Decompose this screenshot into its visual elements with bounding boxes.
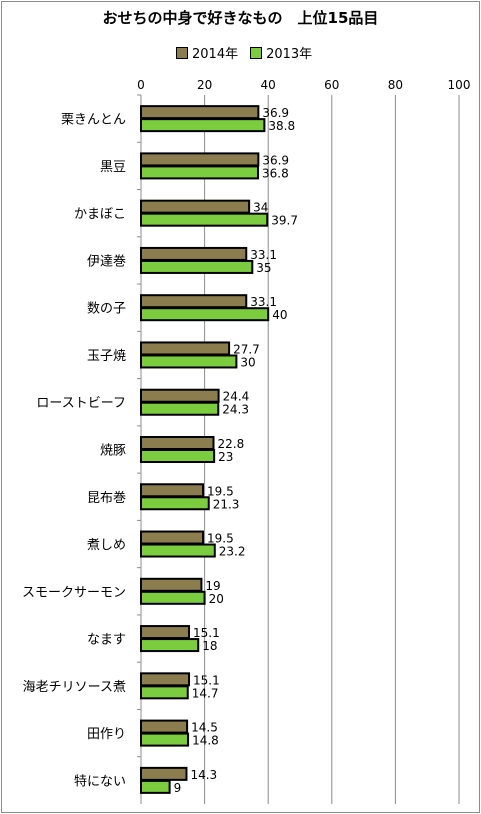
data-label-2013-3: 35	[256, 261, 271, 275]
data-label-2013-2: 39.7	[271, 214, 298, 228]
category-label-13: 田作り	[87, 727, 126, 742]
category-label-2: かまぼこ	[74, 207, 126, 222]
x-tick-label-0: 0	[137, 78, 145, 92]
chart-title: おせちの中身で好きなもの 上位15品目	[102, 9, 379, 27]
legend-swatch-2013	[250, 46, 263, 59]
bar-2014-11	[140, 625, 191, 640]
data-label-2014-10: 19	[205, 579, 220, 593]
bar-2013-7	[140, 449, 216, 463]
category-label-6: ローストビーフ	[36, 396, 126, 411]
bar-2014-9	[140, 530, 205, 545]
data-label-2014-0: 36.9	[262, 106, 289, 120]
bar-2014-1	[140, 152, 260, 167]
x-tick-label-60: 60	[324, 78, 339, 92]
bar-2013-6	[140, 401, 220, 416]
data-label-2013-8: 21.3	[213, 497, 240, 511]
data-label-2014-2: 34	[253, 201, 268, 215]
bar-2014-5	[140, 341, 231, 356]
bar-2013-1	[140, 165, 260, 180]
bar-2013-8	[140, 496, 210, 511]
data-label-2013-7: 23	[218, 450, 233, 464]
data-label-2014-6: 24.4	[223, 390, 250, 404]
bar-2014-3	[140, 246, 248, 261]
legend-label-2013: 2013年	[266, 47, 313, 62]
category-label-0: 栗きんとん	[61, 113, 126, 128]
x-tick-label-80: 80	[388, 78, 403, 92]
data-label-2013-12: 14.7	[192, 686, 219, 700]
category-label-10: スモークサーモン	[22, 585, 126, 600]
bar-2014-6	[140, 388, 220, 403]
legend-item-2014: 2014年	[176, 43, 238, 62]
data-label-2014-9: 19.5	[207, 532, 234, 546]
category-label-11: なます	[87, 633, 126, 648]
bar-2014-2	[140, 199, 251, 214]
data-label-2013-10: 20	[209, 592, 224, 606]
category-label-14: 特にない	[74, 774, 126, 789]
bar-2013-0	[140, 118, 266, 133]
legend-item-2013: 2013年	[250, 43, 312, 62]
data-label-2014-12: 15.1	[193, 673, 220, 687]
legend-swatch-2014	[176, 46, 188, 59]
data-label-2013-14: 9	[174, 781, 182, 795]
data-label-2013-4: 40	[272, 308, 287, 322]
bar-2013-10	[140, 590, 206, 605]
data-label-2014-5: 27.7	[233, 342, 260, 356]
bar-2014-13	[140, 719, 189, 734]
data-label-2014-1: 36.9	[262, 153, 289, 167]
category-label-7: 焼豚	[100, 444, 126, 459]
category-label-12: 海老チリソース煮	[23, 680, 126, 695]
data-label-2013-0: 38.8	[268, 119, 295, 133]
bar-2014-4	[140, 294, 248, 309]
data-label-2014-14: 14.3	[190, 768, 217, 782]
bar-2014-0	[140, 105, 260, 120]
category-label-4: 数の子	[87, 302, 126, 317]
bar-2013-13	[140, 732, 190, 747]
bar-2013-11	[140, 638, 200, 653]
data-label-2013-1: 36.8	[262, 166, 289, 180]
bar-2014-12	[140, 672, 191, 687]
legend: 2014年 2013年	[176, 43, 324, 62]
bar-2013-3	[140, 259, 254, 274]
bar-2013-4	[140, 307, 270, 322]
bar-2014-14	[140, 766, 188, 781]
data-label-2014-11: 15.1	[193, 626, 220, 640]
data-label-2014-13: 14.5	[191, 721, 218, 735]
bar-2013-2	[140, 212, 269, 227]
category-label-3: 伊達巻	[87, 254, 126, 269]
bar-2014-7	[140, 436, 215, 450]
x-tick-label-100: 100	[448, 78, 471, 92]
data-label-2013-6: 24.3	[222, 403, 249, 417]
data-label-2013-5: 30	[240, 355, 255, 369]
bar-2013-5	[140, 354, 238, 369]
data-label-2013-11: 18	[202, 639, 217, 653]
x-tick-label-40: 40	[261, 78, 276, 92]
data-label-2013-9: 23.2	[219, 545, 246, 559]
data-label-2014-4: 33.1	[250, 295, 277, 309]
data-label-2014-7: 22.8	[218, 437, 245, 451]
data-label-2014-3: 33.1	[250, 248, 277, 262]
category-label-1: 黒豆	[100, 160, 126, 175]
bar-2013-12	[140, 685, 189, 700]
data-label-2014-8: 19.5	[207, 484, 234, 498]
x-tick-label-20: 20	[197, 78, 212, 92]
legend-label-2014: 2014年	[192, 47, 239, 62]
category-label-8: 昆布巻	[87, 491, 126, 506]
bar-2013-9	[140, 543, 216, 558]
category-label-5: 玉子焼	[87, 349, 126, 364]
bar-2014-10	[140, 577, 203, 592]
category-label-9: 煮しめ	[87, 538, 126, 553]
bar-2014-8	[140, 483, 205, 498]
bar-2013-14	[140, 779, 171, 794]
data-label-2013-13: 14.8	[192, 734, 219, 748]
